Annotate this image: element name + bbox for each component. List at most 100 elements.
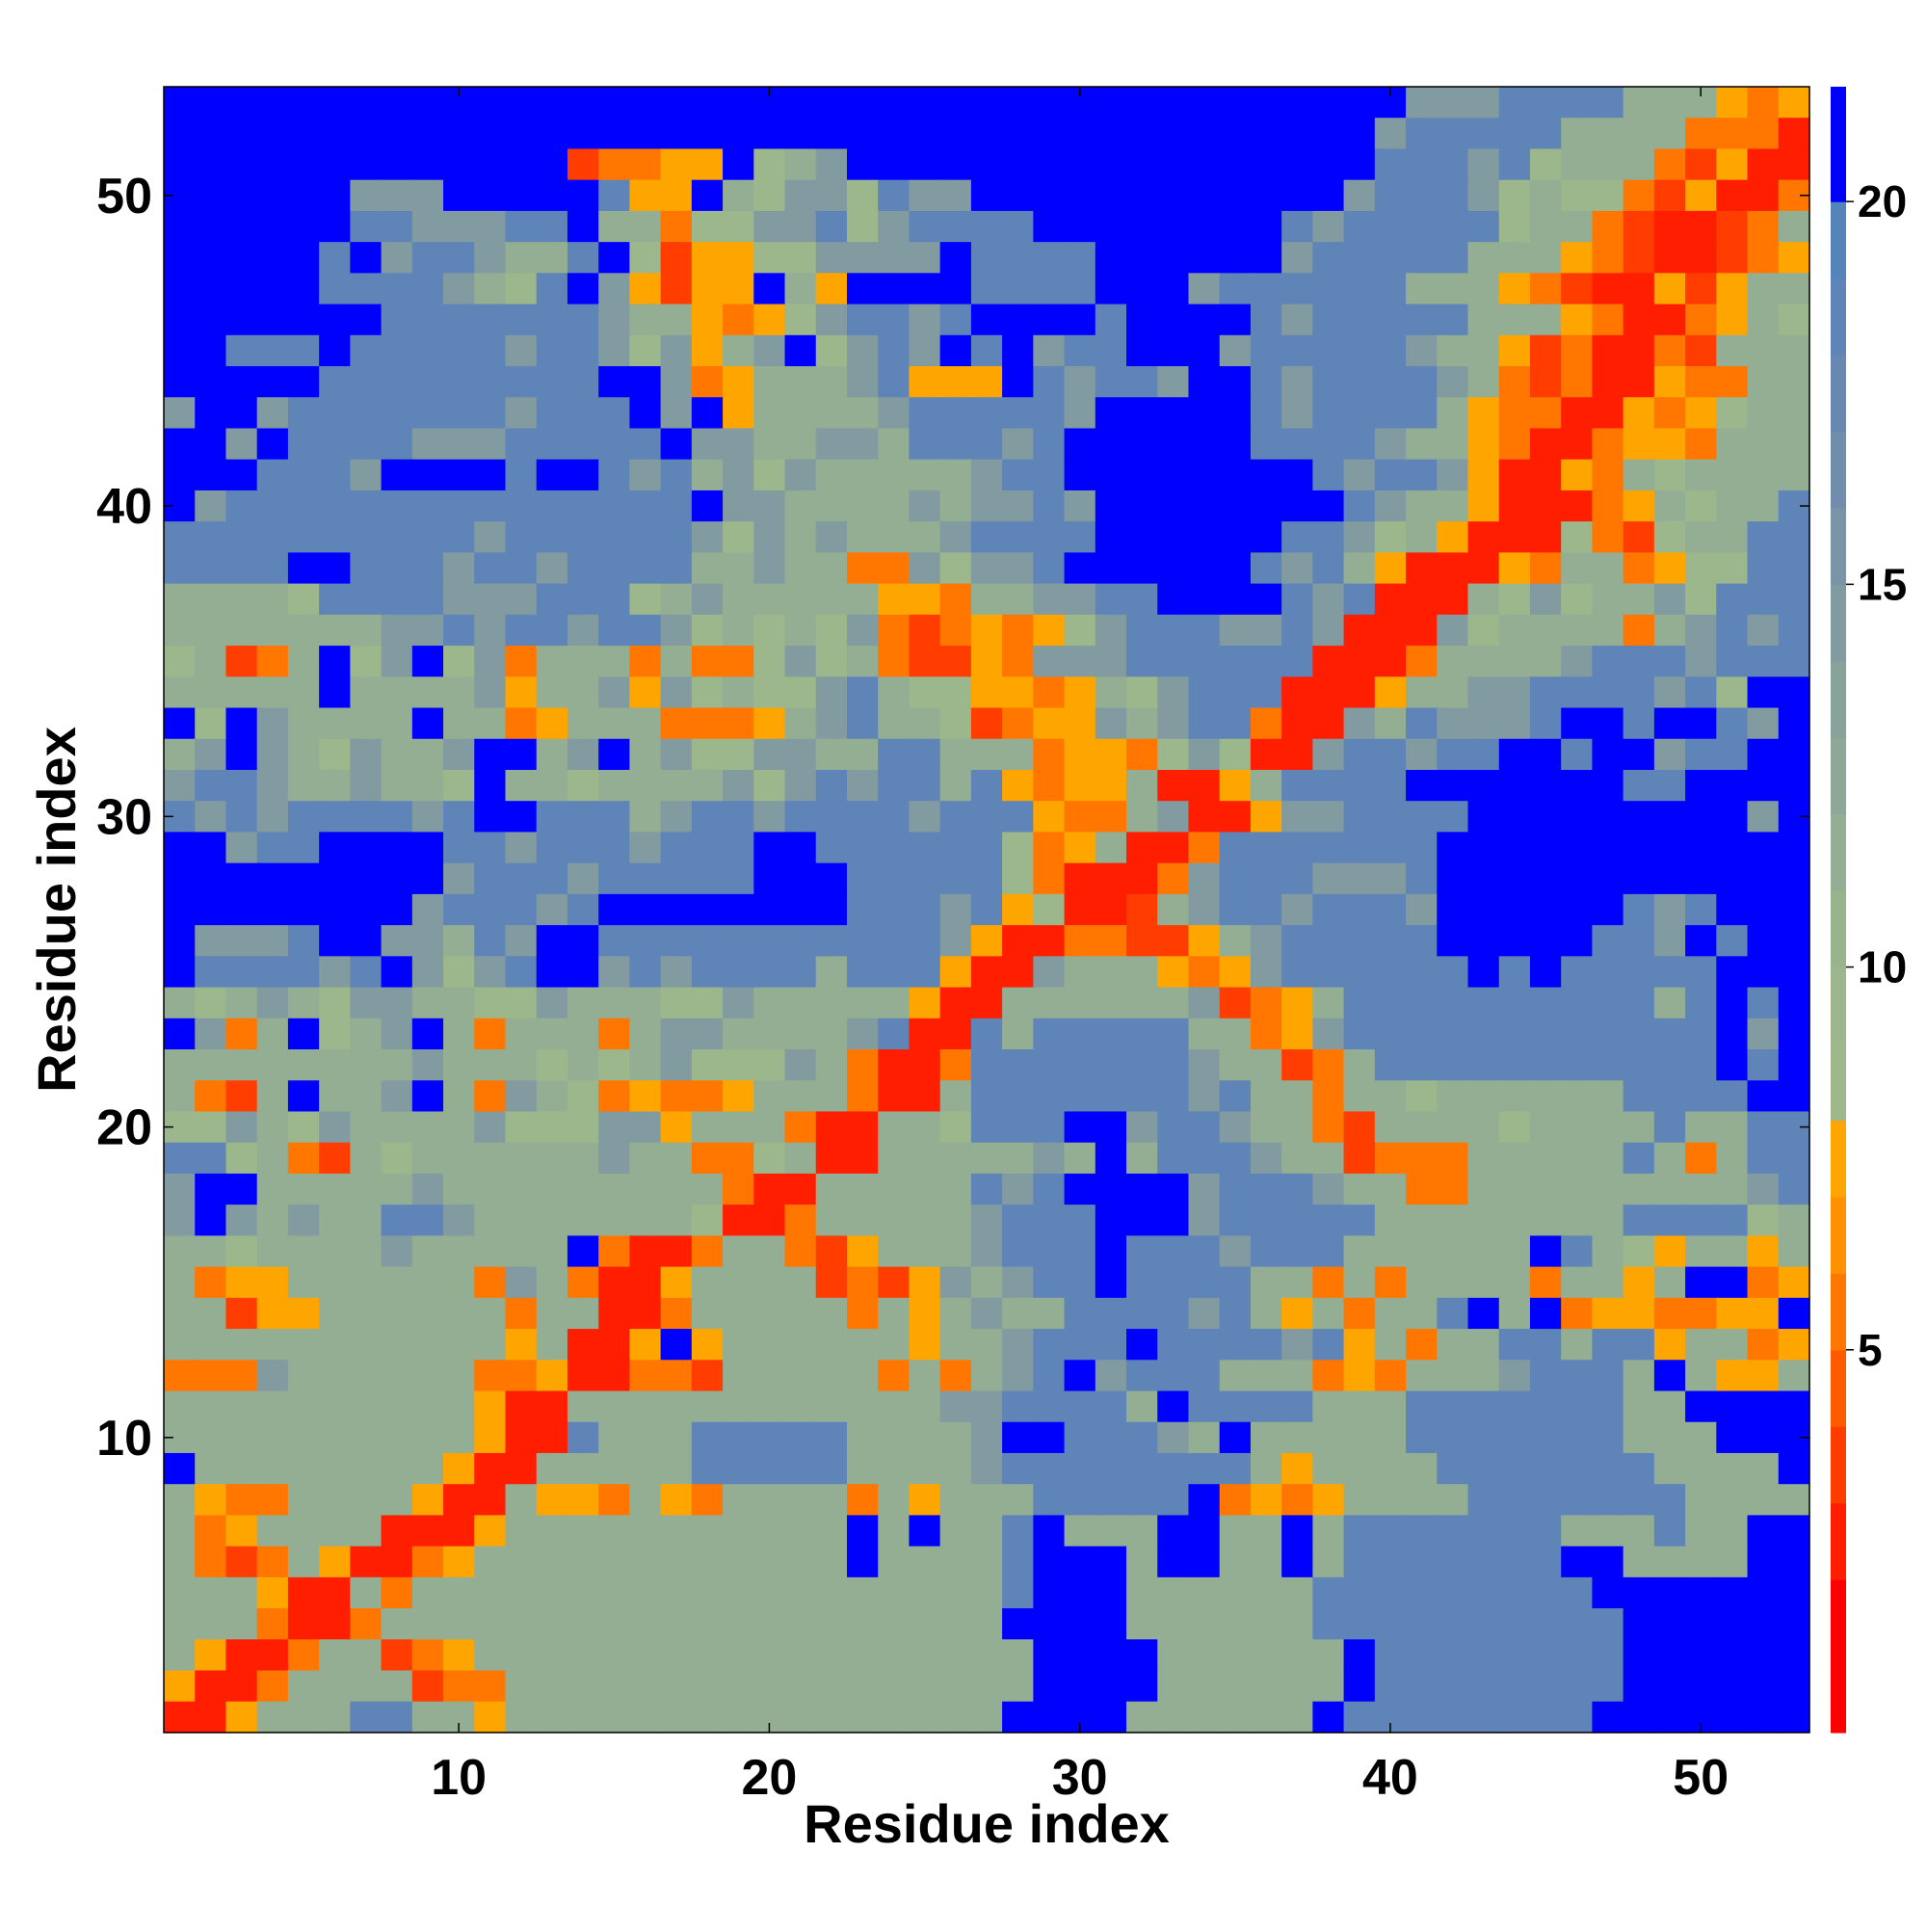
heatmap-cell <box>350 210 383 243</box>
heatmap-cell <box>878 1360 911 1392</box>
heatmap-cell <box>1002 1639 1034 1672</box>
heatmap-cell <box>846 646 879 677</box>
heatmap-cell <box>1281 273 1313 305</box>
heatmap-cell <box>970 397 1003 430</box>
heatmap-cell <box>784 118 817 150</box>
y-tick-label: 40 <box>96 479 152 535</box>
heatmap-cell <box>1281 1484 1313 1517</box>
heatmap-cell <box>1374 707 1407 740</box>
heatmap-cell <box>1561 1670 1594 1703</box>
heatmap-cell <box>878 397 911 430</box>
heatmap-cell <box>443 646 475 677</box>
heatmap-cell <box>1685 334 1717 367</box>
heatmap-cell <box>1561 832 1594 864</box>
heatmap-cell <box>1716 118 1749 150</box>
heatmap-cell <box>660 1142 693 1175</box>
heatmap-cell <box>1095 552 1127 585</box>
heatmap-cell <box>1498 1297 1531 1330</box>
heatmap-cell <box>1467 707 1500 740</box>
heatmap-cell <box>598 304 630 336</box>
heatmap-cell <box>1685 1049 1717 1081</box>
heatmap-cell <box>1592 1608 1624 1640</box>
heatmap-cell <box>1498 1670 1531 1703</box>
heatmap-cell <box>1529 304 1562 336</box>
heatmap-cell <box>909 769 941 802</box>
heatmap-cell <box>505 521 538 553</box>
heatmap-cell <box>1498 118 1531 150</box>
heatmap-cell <box>1033 1701 1066 1734</box>
heatmap-cell <box>381 1608 413 1640</box>
heatmap-cell <box>1126 862 1158 895</box>
heatmap-cell <box>1188 1576 1221 1609</box>
heatmap-cell <box>1529 925 1562 957</box>
heatmap-cell <box>164 459 196 491</box>
heatmap-cell <box>381 832 413 864</box>
heatmap-cell <box>846 1080 879 1113</box>
heatmap-cell <box>1343 552 1376 585</box>
heatmap-cell <box>505 87 538 119</box>
heatmap-cell <box>939 210 972 243</box>
heatmap-cell <box>846 614 879 647</box>
heatmap-cell <box>1126 646 1158 677</box>
heatmap-cell <box>1747 925 1780 957</box>
heatmap-cell <box>381 738 413 771</box>
heatmap-cell <box>1498 304 1531 336</box>
heatmap-cell <box>536 583 568 616</box>
heatmap-cell <box>474 210 507 243</box>
heatmap-cell <box>256 1018 289 1050</box>
heatmap-cell <box>878 1049 911 1081</box>
heatmap-cell <box>1747 1421 1780 1454</box>
heatmap-cell <box>1002 118 1034 150</box>
heatmap-cell <box>939 179 972 212</box>
heatmap-cell <box>505 1608 538 1640</box>
heatmap-cell <box>225 893 258 926</box>
heatmap-cell <box>598 397 630 430</box>
heatmap-cell <box>381 1421 413 1454</box>
heatmap-cell <box>1467 987 1500 1019</box>
heatmap-cell <box>1653 583 1686 616</box>
heatmap-cell <box>723 707 754 740</box>
heatmap-cell <box>1653 428 1686 461</box>
heatmap-cell <box>1716 1204 1749 1236</box>
heatmap-cell <box>878 179 911 212</box>
heatmap-cell <box>753 1421 786 1454</box>
heatmap-cell <box>1778 646 1810 677</box>
heatmap-cell <box>660 428 693 461</box>
heatmap-cell <box>474 521 507 553</box>
heatmap-cell <box>970 304 1003 336</box>
heatmap-cell <box>1498 179 1531 212</box>
heatmap-cell <box>1188 676 1221 709</box>
heatmap-cell <box>815 1111 848 1144</box>
heatmap-cell <box>1002 1142 1034 1175</box>
heatmap-cell <box>784 490 817 522</box>
heatmap-cell <box>784 1235 817 1268</box>
heatmap-cell <box>1467 1515 1500 1548</box>
heatmap-cell <box>256 490 289 522</box>
heatmap-cell <box>1033 707 1066 740</box>
heatmap-cell <box>443 769 475 802</box>
heatmap-cell <box>1685 304 1717 336</box>
heatmap-cell <box>287 87 320 119</box>
heatmap-cell <box>598 614 630 647</box>
heatmap-cell <box>660 1576 693 1609</box>
heatmap-cell <box>1188 1049 1221 1081</box>
heatmap-cell <box>629 862 662 895</box>
heatmap-cell <box>939 832 972 864</box>
colorbar-segment <box>1831 201 1846 279</box>
heatmap-cell <box>256 893 289 926</box>
heatmap-cell <box>381 118 413 150</box>
heatmap-cell <box>815 646 848 677</box>
heatmap-cell <box>1406 1235 1438 1268</box>
heatmap-cell <box>1312 1484 1345 1517</box>
heatmap-cell <box>567 862 599 895</box>
heatmap-cell <box>1033 1360 1066 1392</box>
heatmap-cell <box>1406 1297 1438 1330</box>
heatmap-cell <box>815 1142 848 1175</box>
heatmap-cell <box>1312 925 1345 957</box>
heatmap-cell <box>846 893 879 926</box>
heatmap-cell <box>970 583 1003 616</box>
heatmap-cell <box>846 987 879 1019</box>
heatmap-cell <box>536 1049 568 1081</box>
heatmap-cell <box>1126 334 1158 367</box>
heatmap-cell <box>1033 1173 1066 1205</box>
